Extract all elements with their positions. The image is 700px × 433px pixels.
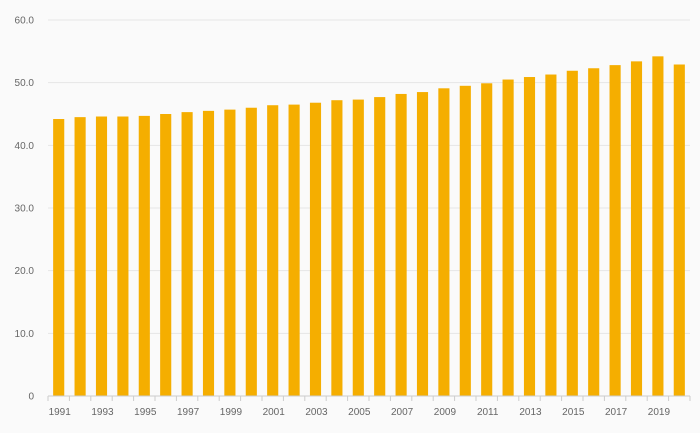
bar-2010 — [459, 85, 471, 397]
x-tick-label: 2003 — [305, 407, 328, 418]
x-tick-label: 2011 — [477, 407, 499, 418]
x-tick-label: 1991 — [49, 407, 72, 418]
axes — [47, 395, 691, 401]
x-tick-label: 1997 — [177, 407, 200, 418]
y-tick-label: 0 — [28, 392, 34, 403]
x-tick-label: 2009 — [434, 407, 457, 418]
y-tick-label: 10.0 — [15, 329, 35, 340]
bar-2015 — [566, 70, 578, 396]
y-tick-label: 60.0 — [15, 16, 35, 27]
x-axis-tick-labels: 1991 1993 1995 1997 1999 2001 2003 2005 2007 2009… — [49, 407, 671, 418]
bar-1991 — [53, 119, 65, 396]
bar-1999 — [224, 109, 236, 396]
bar-1994 — [117, 116, 129, 397]
bar-2008 — [416, 92, 429, 397]
bar-1993 — [95, 116, 108, 397]
bar-2016 — [588, 68, 600, 397]
bar-2020 — [673, 64, 685, 396]
bar-2006 — [374, 97, 386, 396]
bar-1996 — [160, 114, 172, 396]
x-tick-label: 2001 — [263, 407, 286, 418]
bar-2019 — [652, 56, 664, 396]
bar-2017 — [609, 65, 621, 397]
bar-2001 — [267, 105, 279, 396]
bar-2005 — [352, 99, 364, 396]
bar-1992 — [74, 117, 86, 396]
x-tick-label: 1999 — [220, 407, 243, 418]
bar-2003 — [309, 102, 322, 396]
bar-1995 — [138, 115, 150, 396]
y-tick-label: 40.0 — [15, 141, 35, 152]
gridlines — [48, 19, 690, 334]
y-tick-label: 20.0 — [15, 266, 35, 277]
x-tick-label: 2005 — [348, 407, 371, 418]
x-tick-label: 1995 — [134, 407, 157, 418]
x-tick-label: 2013 — [519, 407, 542, 418]
x-tick-label: 2007 — [391, 407, 414, 418]
bar-1997 — [181, 112, 193, 397]
bar-1998 — [202, 110, 215, 396]
y-tick-label: 30.0 — [15, 204, 35, 215]
bar-2004 — [331, 100, 343, 397]
x-tick-label: 1993 — [91, 407, 114, 418]
bar-2013 — [523, 77, 536, 396]
bar-2011 — [481, 83, 493, 396]
x-tick-label: 2017 — [605, 407, 628, 418]
y-axis-tick-labels: 0 10.0 20.0 30.0 40.0 50.0 60.0 — [15, 16, 35, 403]
bar-2014 — [545, 74, 557, 397]
bar-2000 — [245, 107, 257, 396]
x-tick-label: 2015 — [562, 407, 585, 418]
bar-2009 — [438, 88, 450, 396]
bar-2018 — [630, 61, 643, 397]
bar-2007 — [395, 93, 407, 397]
bar-series — [53, 56, 685, 397]
bar-2002 — [288, 104, 300, 396]
x-tick-label: 2019 — [648, 407, 671, 418]
y-tick-label: 50.0 — [15, 78, 35, 89]
bar-2012 — [502, 79, 514, 397]
